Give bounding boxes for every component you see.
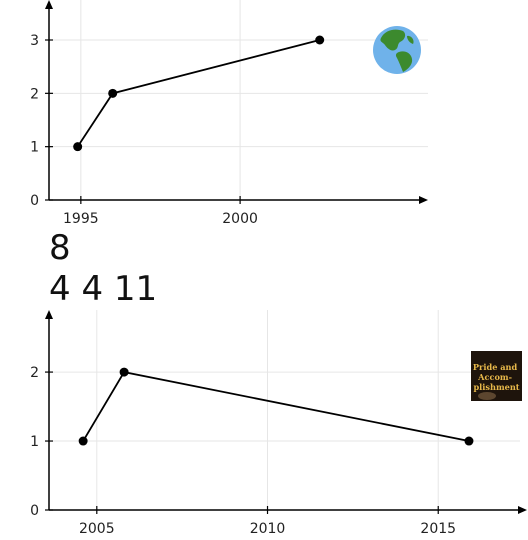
- x-tick-label: 2005: [79, 521, 115, 537]
- data-point: [464, 436, 474, 446]
- data-point: [73, 142, 83, 152]
- badge-title-line3: plishment: [473, 382, 519, 392]
- data-point: [108, 88, 118, 98]
- x-tick-label: 2010: [250, 521, 286, 537]
- y-axis-arrow: [45, 310, 53, 319]
- y-tick-label: 3: [30, 33, 39, 49]
- y-tick-label: 2: [30, 86, 39, 102]
- between-text-line1: 8: [49, 228, 71, 268]
- badge-ornament: [478, 392, 496, 400]
- x-tick-label: 2000: [222, 211, 258, 227]
- data-point: [78, 436, 88, 446]
- data-point: [315, 35, 325, 45]
- globe-land-small: [407, 35, 414, 44]
- book-cover-background: [471, 351, 522, 401]
- y-tick-label: 0: [30, 503, 39, 519]
- badge-title: Pride and Accom- plishment: [473, 362, 520, 392]
- y-tick-label: 0: [30, 193, 39, 209]
- globe-land-south: [395, 51, 413, 72]
- y-axis-arrow: [45, 0, 53, 9]
- between-text-line2: 4 4 11: [49, 269, 157, 309]
- data-point: [119, 367, 129, 377]
- globe-americas-icon: [373, 26, 421, 74]
- x-axis-arrow: [518, 506, 527, 514]
- globe-land-north: [380, 29, 406, 51]
- book-cover-icon: Pride and Accom- plishment: [471, 351, 522, 401]
- badge-title-line1: Pride and: [473, 362, 518, 372]
- badge-title-line2: Accom-: [477, 372, 512, 382]
- chart-bottom: 0 1 2 2005 2010 2015: [30, 310, 527, 537]
- x-tick-label: 2015: [420, 521, 456, 537]
- series-line: [82, 371, 470, 442]
- y-tick-label: 1: [30, 434, 39, 450]
- chart-top: 0 1 2 3 1995 2000: [30, 0, 428, 227]
- x-axis-arrow: [419, 196, 428, 204]
- y-tick-label: 1: [30, 140, 39, 156]
- y-tick-label: 2: [30, 365, 39, 381]
- x-tick-label: 1995: [63, 211, 99, 227]
